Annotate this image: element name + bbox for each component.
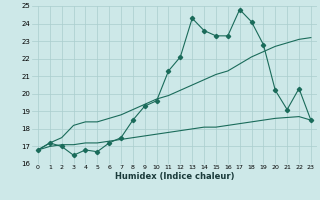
X-axis label: Humidex (Indice chaleur): Humidex (Indice chaleur) xyxy=(115,172,234,181)
